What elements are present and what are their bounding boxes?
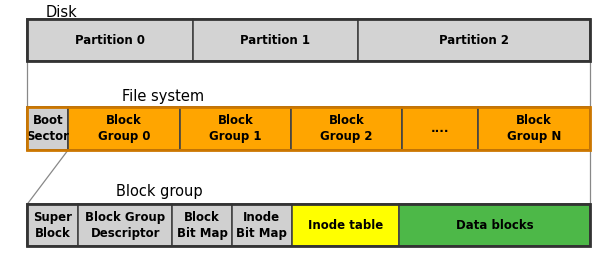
Bar — [27, 19, 193, 61]
Bar — [180, 107, 291, 150]
Text: Inode table: Inode table — [308, 219, 383, 231]
Text: Partition 0: Partition 0 — [75, 34, 145, 47]
Bar — [172, 204, 232, 246]
Text: Boot
Sector: Boot Sector — [26, 114, 69, 143]
Bar — [78, 204, 172, 246]
Bar — [291, 107, 402, 150]
Text: Block
Bit Map: Block Bit Map — [176, 211, 227, 240]
Text: Block
Group 0: Block Group 0 — [98, 114, 150, 143]
Bar — [193, 19, 358, 61]
Bar — [27, 204, 590, 246]
Bar — [232, 204, 291, 246]
Text: Inode
Bit Map: Inode Bit Map — [237, 211, 287, 240]
Bar — [402, 107, 478, 150]
Bar — [68, 107, 180, 150]
Text: Block group: Block group — [116, 184, 202, 199]
Bar — [291, 204, 399, 246]
Bar — [27, 204, 78, 246]
Text: Block
Group N: Block Group N — [507, 114, 561, 143]
Text: Partition 2: Partition 2 — [439, 34, 509, 47]
Bar — [478, 107, 590, 150]
Bar — [27, 107, 68, 150]
Bar — [358, 19, 590, 61]
Text: Disk: Disk — [46, 5, 77, 20]
Bar — [27, 19, 590, 61]
Text: Data blocks: Data blocks — [456, 219, 533, 231]
Text: Partition 1: Partition 1 — [240, 34, 310, 47]
Text: Super
Block: Super Block — [33, 211, 72, 240]
Text: File system: File system — [122, 89, 204, 104]
Bar — [399, 204, 590, 246]
Bar — [27, 107, 590, 150]
Text: Block
Group 1: Block Group 1 — [209, 114, 261, 143]
Text: Block
Group 2: Block Group 2 — [320, 114, 373, 143]
Text: Block Group
Descriptor: Block Group Descriptor — [85, 211, 165, 240]
Text: ....: .... — [431, 122, 450, 135]
